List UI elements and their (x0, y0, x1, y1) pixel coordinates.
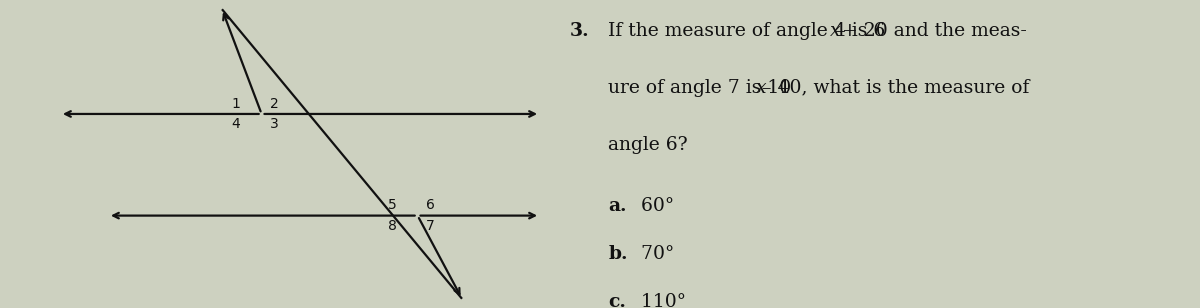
Text: c.: c. (608, 293, 626, 308)
Text: x: x (756, 79, 767, 96)
Text: 3.: 3. (570, 22, 589, 39)
Text: – 40, what is the measure of: – 40, what is the measure of (762, 79, 1030, 96)
Text: b.: b. (608, 245, 628, 263)
Text: ure of angle 7 is 10: ure of angle 7 is 10 (608, 79, 792, 96)
Text: 4: 4 (232, 117, 240, 131)
Text: angle 6?: angle 6? (608, 136, 688, 153)
Text: If the measure of angle 4 is 6: If the measure of angle 4 is 6 (608, 22, 886, 39)
Text: 6: 6 (426, 198, 434, 212)
Text: 5: 5 (388, 198, 396, 212)
Text: 70°: 70° (635, 245, 674, 263)
Text: a.: a. (608, 197, 626, 215)
Text: 7: 7 (426, 219, 434, 233)
Text: 8: 8 (388, 219, 396, 233)
Text: 2: 2 (270, 97, 278, 111)
Text: 3: 3 (270, 117, 278, 131)
Text: x: x (830, 22, 840, 39)
Text: 60°: 60° (635, 197, 674, 215)
Text: 110°: 110° (635, 293, 686, 308)
Text: + 20 and the meas-: + 20 and the meas- (835, 22, 1026, 39)
Text: 1: 1 (232, 97, 240, 111)
